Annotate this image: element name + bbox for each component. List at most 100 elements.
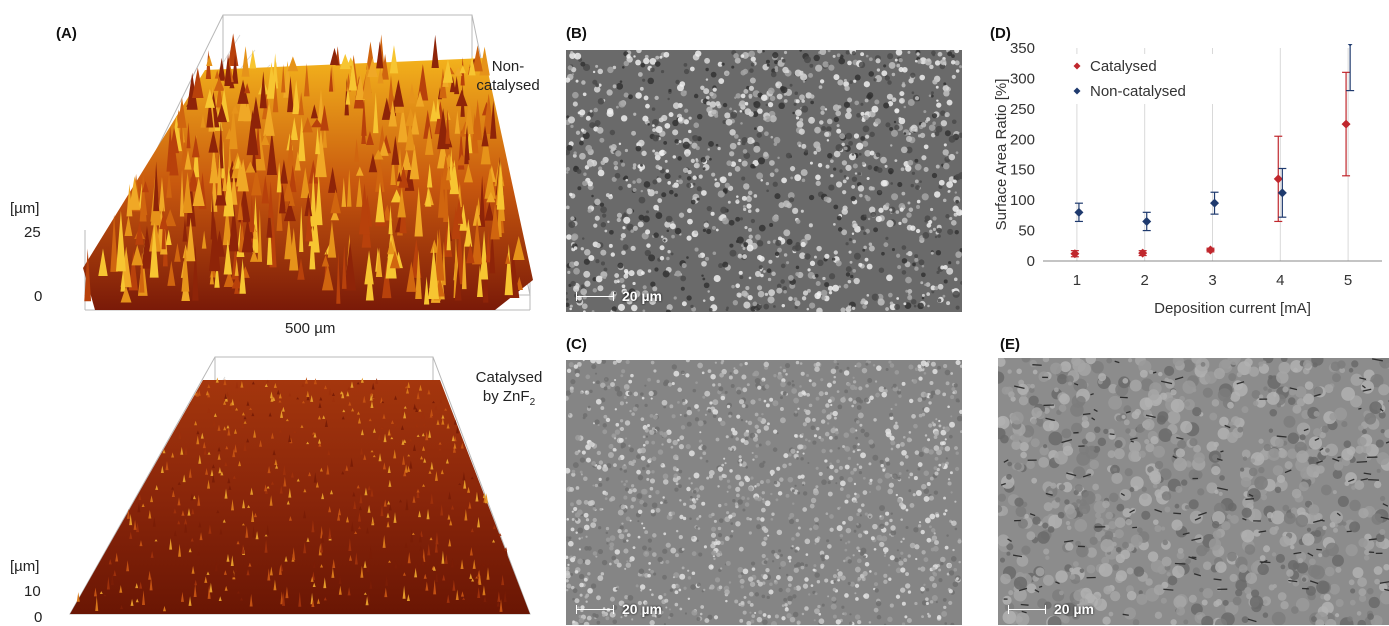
sem-grain (782, 464, 787, 469)
sem-grain (788, 556, 792, 560)
sem-grain (1141, 511, 1150, 520)
sem-grain (817, 260, 823, 266)
sem-grain (935, 60, 940, 65)
sem-grain (686, 410, 692, 416)
sem-grain (570, 379, 575, 384)
sem-grain (652, 135, 659, 142)
sem-grain (843, 179, 847, 183)
sem-grain (1321, 485, 1332, 496)
sem-grain (1241, 530, 1254, 543)
data-point-non-catalysed (1142, 217, 1151, 226)
sem-grain (709, 158, 712, 161)
sem-grain (672, 129, 678, 135)
sem-grain (646, 478, 649, 481)
sem-grain (858, 577, 862, 581)
sem-grain (647, 424, 650, 427)
sem-grain (834, 151, 841, 158)
sem-grain (1115, 517, 1126, 528)
sem-grain (599, 478, 602, 481)
sem-grain (597, 69, 603, 75)
sem-grain (748, 191, 752, 195)
sem-grain (697, 494, 701, 498)
sem-grain (622, 66, 625, 69)
sem-grain (743, 208, 746, 211)
sem-grain (751, 140, 754, 143)
sem-grain (636, 146, 642, 152)
sem-grain (904, 106, 907, 109)
sem-grain (581, 80, 585, 84)
sem-grain (762, 491, 765, 494)
sem-grain (572, 598, 575, 601)
sem-grain (747, 195, 750, 198)
sem-grain (781, 177, 787, 183)
sem-grain (838, 447, 840, 449)
sem-grain (771, 518, 774, 521)
sem-grain (709, 474, 713, 478)
sem-grain (714, 541, 718, 545)
sem-grain (881, 70, 887, 76)
sem-grain (801, 210, 804, 213)
sem-grain (755, 378, 761, 384)
sem-grain (1269, 527, 1277, 535)
sem-grain (1183, 619, 1188, 624)
sem-grain (575, 435, 581, 441)
sem-grain (805, 438, 808, 441)
sem-grain (805, 564, 808, 567)
sem-grain (1115, 529, 1124, 538)
sem-grain (769, 223, 773, 227)
sem-grain (855, 172, 857, 174)
sem-grain (865, 562, 870, 567)
sem-grain (619, 278, 624, 283)
y-tick-label: 150 (1010, 162, 1035, 179)
sem-grain (607, 221, 609, 223)
sem-grain (800, 362, 803, 365)
sem-grain (874, 582, 878, 586)
sem-grain (690, 496, 693, 499)
sem-grain (712, 383, 715, 386)
sem-grain (748, 421, 753, 426)
sem-grain (899, 99, 903, 103)
sem-pore (1338, 457, 1341, 458)
sem-grain (1213, 530, 1222, 539)
sem-grain (625, 437, 627, 439)
sem-grain (900, 587, 905, 592)
sem-grain (899, 472, 902, 475)
sem-grain (1298, 558, 1303, 563)
sem-grain (644, 530, 648, 534)
sem-grain (740, 122, 743, 125)
sem-grain (1203, 561, 1212, 570)
sem-grain (683, 142, 690, 149)
sem-grain (1201, 362, 1206, 367)
sem-grain (781, 264, 786, 269)
sem-grain (795, 272, 799, 276)
sem-grain (712, 110, 717, 115)
sem-grain (583, 413, 587, 417)
sem-grain (607, 108, 613, 114)
sem-grain (835, 366, 839, 370)
sem-grain (762, 554, 766, 558)
sem-grain (839, 369, 842, 372)
sem-grain (566, 567, 570, 571)
sem-grain (682, 402, 686, 406)
sem-grain (788, 583, 792, 587)
sem-grain (836, 129, 841, 134)
sem-grain (768, 102, 773, 107)
sem-grain (1162, 540, 1168, 546)
sem-grain (1050, 483, 1056, 489)
sem-grain (609, 546, 613, 550)
sem-grain (661, 192, 666, 197)
sem-grain (880, 515, 882, 517)
sem-grain (767, 296, 774, 303)
sem-grain (655, 96, 659, 100)
sem-grain (890, 525, 895, 530)
sem-grain (758, 157, 765, 164)
sem-grain (621, 522, 623, 524)
sem-grain (914, 258, 918, 262)
sem-grain (943, 90, 949, 96)
sem-grain (582, 237, 584, 239)
sem-grain (783, 229, 790, 236)
sem-grain (1227, 402, 1234, 409)
sem-grain (743, 568, 749, 574)
sem-grain (679, 499, 681, 501)
sem-grain (577, 169, 582, 174)
